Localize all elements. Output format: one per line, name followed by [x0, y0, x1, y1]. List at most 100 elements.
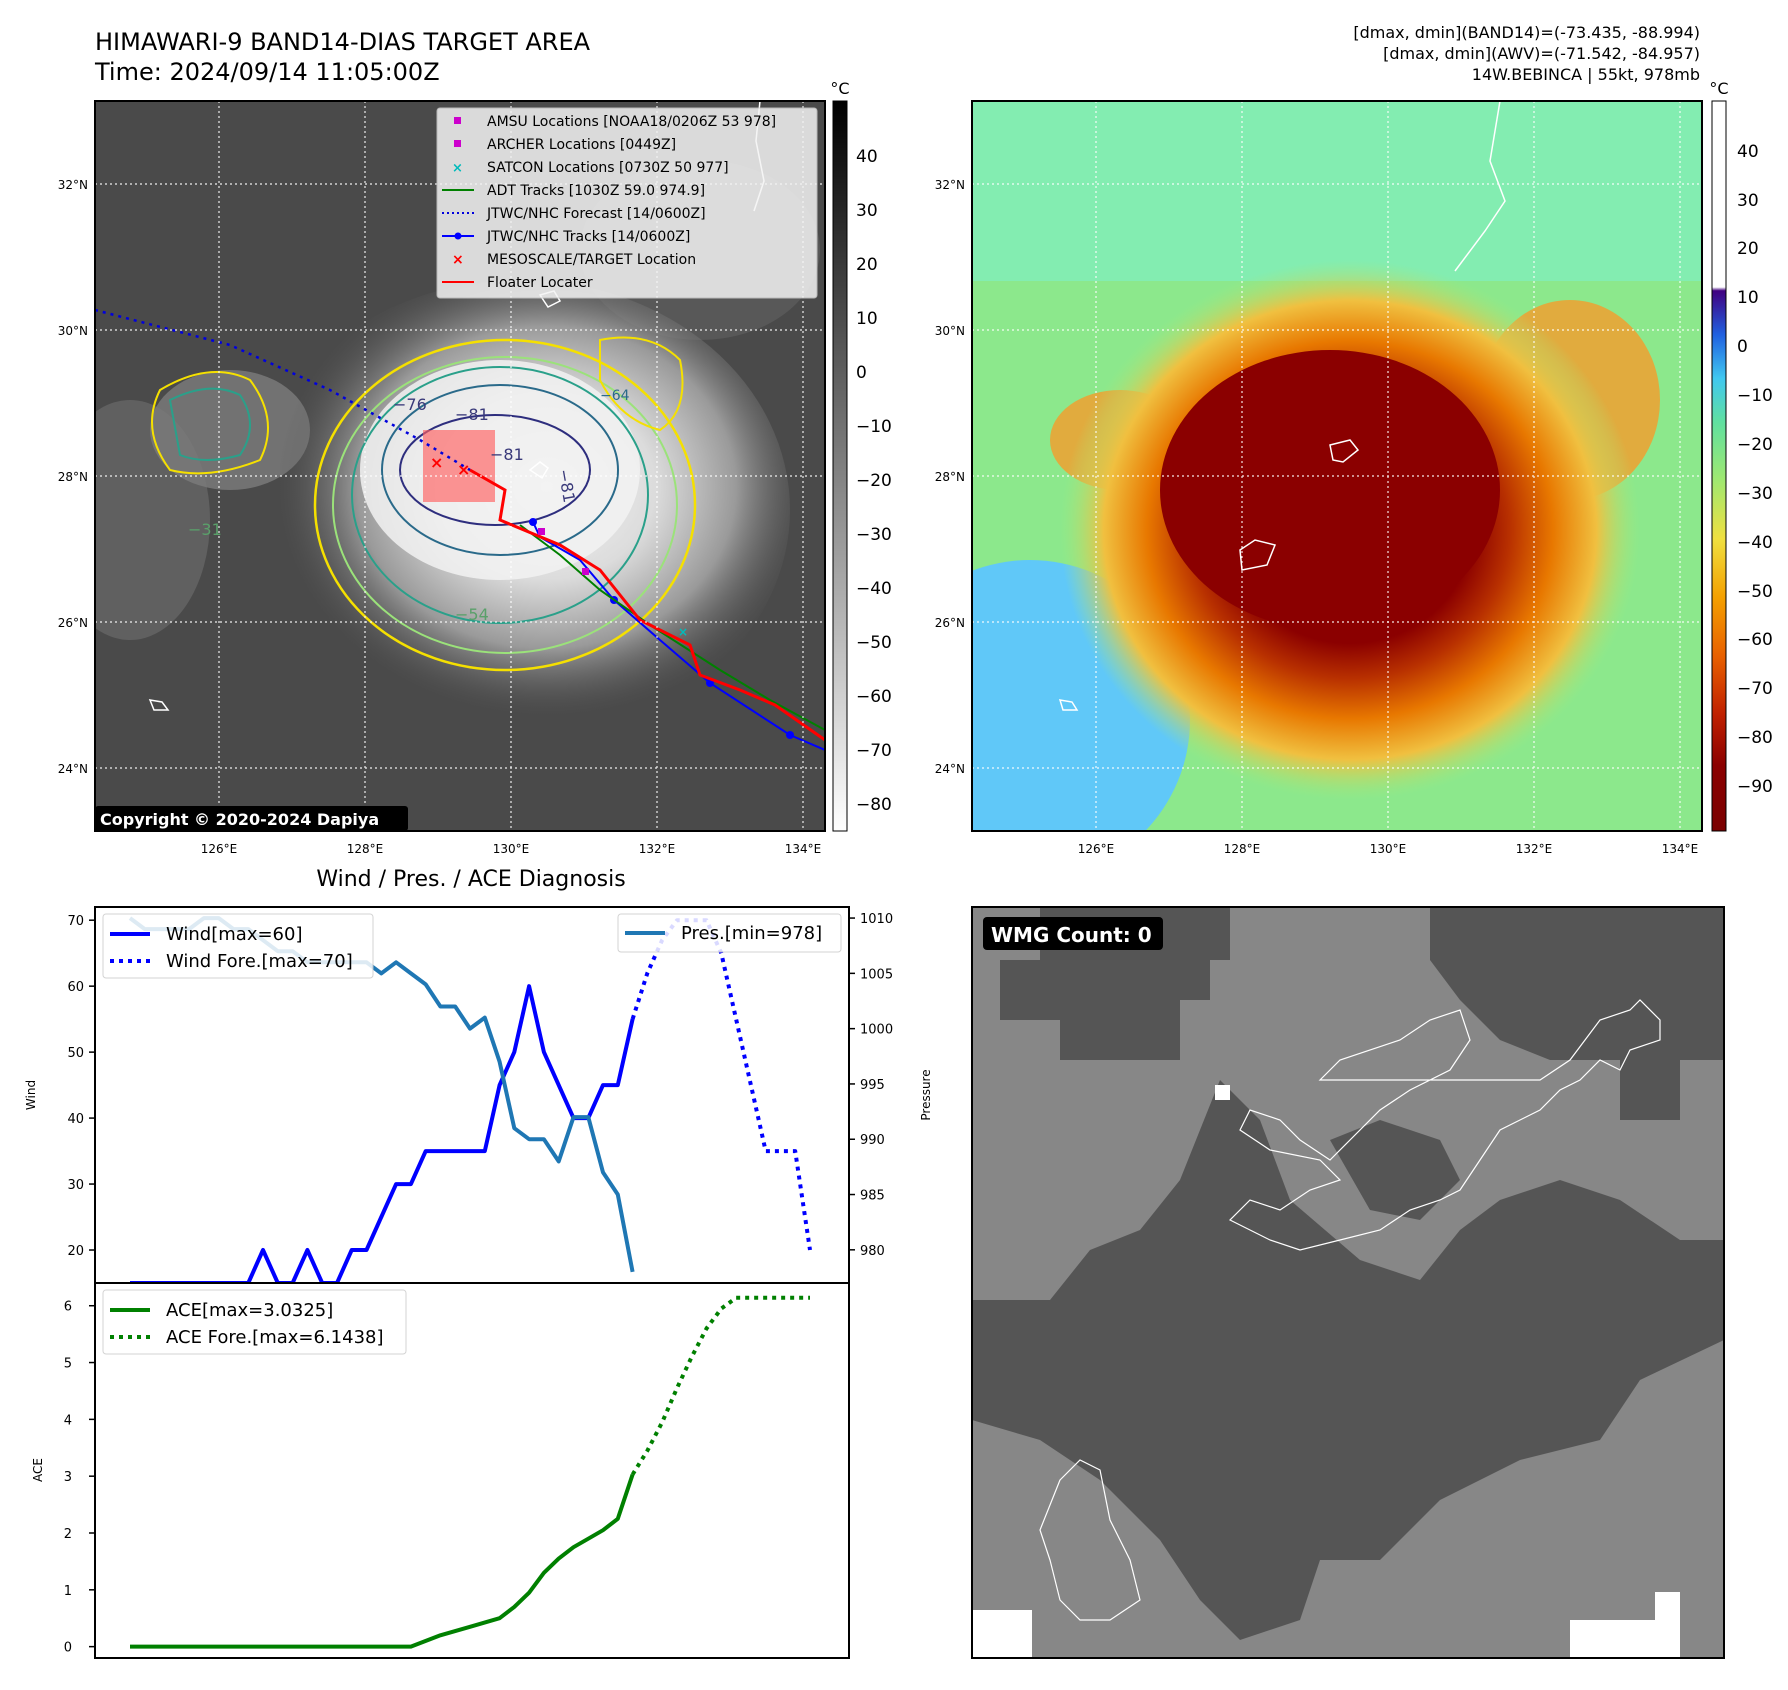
- legend-wind-forecast: Wind Fore.[max=70]: [166, 951, 353, 972]
- col-lon-label: 128°E: [1224, 842, 1261, 856]
- ir-lon-label: 128°E: [347, 842, 384, 856]
- pressure-ytick-label: 1005: [860, 967, 893, 982]
- band14-dmax-dmin: [dmax, dmin](BAND14)=(-73.435, -88.994): [1353, 23, 1700, 42]
- wind-ytick-label: 70: [67, 914, 84, 929]
- ace-line: [130, 1473, 635, 1649]
- legend-target: MESOSCALE/TARGET Location: [487, 252, 696, 268]
- target-marker-2: ×: [457, 460, 470, 479]
- floater-locater-track: [469, 468, 825, 742]
- ace-legend: ACE[max=3.0325] ACE Fore.[max=6.1438]: [102, 1289, 407, 1355]
- svg-text:−60: −60: [856, 687, 892, 707]
- wind-axis-label: Wind: [24, 1080, 38, 1110]
- wind-ytick-label: 20: [67, 1244, 84, 1259]
- col-lat-label: 26°N: [935, 616, 965, 630]
- jtwc-forecast-track: [95, 308, 471, 472]
- ace-axis-label: ACE: [31, 1458, 45, 1482]
- ace-ytick-label: 1: [64, 1584, 72, 1599]
- svg-text:−20: −20: [856, 471, 892, 491]
- ir-map-legend: × × AMSU Locations [NOAA18/0206Z 53 978]…: [436, 107, 818, 299]
- ace-ytick-label: 4: [64, 1413, 72, 1428]
- enhanced-colorbar: °C 40 30 20 10 0 −10 −20 −30 −40 −50 −60…: [1709, 79, 1773, 832]
- contour-label-3: −81: [490, 445, 524, 464]
- legend-archer: ARCHER Locations [0449Z]: [487, 137, 676, 153]
- legend-ace-forecast: ACE Fore.[max=6.1438]: [166, 1327, 384, 1348]
- pressure-ytick-label: 980: [860, 1244, 885, 1259]
- svg-text:−90: −90: [1737, 777, 1773, 797]
- svg-text:−50: −50: [856, 633, 892, 653]
- legend-jtwc-tracks: JTWC/NHC Tracks [14/0600Z]: [486, 229, 690, 245]
- figure-time: Time: 2024/09/14 11:05:00Z: [94, 58, 440, 86]
- svg-text:−30: −30: [1737, 484, 1773, 504]
- svg-text:−50: −50: [1737, 582, 1773, 602]
- legend-ace: ACE[max=3.0325]: [166, 1300, 333, 1321]
- ir-lat-label: 30°N: [58, 324, 88, 338]
- archer-location-marker: [582, 568, 589, 575]
- ace-ytick-label: 5: [64, 1357, 72, 1372]
- ace-ytick-label: 2: [64, 1527, 72, 1542]
- col-lat-label: 24°N: [935, 762, 965, 776]
- svg-text:−70: −70: [856, 741, 892, 761]
- svg-text:10: 10: [856, 309, 878, 329]
- ir-lat-label: 28°N: [58, 470, 88, 484]
- pressure-ytick-label: 995: [860, 1078, 885, 1093]
- awv-dmax-dmin: [dmax, dmin](AWV)=(-71.542, -84.957): [1383, 44, 1700, 63]
- svg-text:−40: −40: [856, 579, 892, 599]
- wmg-count-badge: [983, 917, 1163, 950]
- svg-text:40: 40: [1737, 142, 1759, 162]
- svg-text:10: 10: [1737, 288, 1759, 308]
- svg-text:30: 30: [1737, 191, 1759, 211]
- svg-text:30: 30: [856, 201, 878, 221]
- legend-satcon: SATCON Locations [0730Z 50 977]: [487, 160, 729, 176]
- wind-legend: Wind[max=60] Wind Fore.[max=70]: [102, 913, 374, 979]
- wind-ytick-label: 40: [67, 1112, 84, 1127]
- target-area-box: [423, 430, 495, 502]
- ace-ytick-label: 6: [64, 1300, 72, 1315]
- svg-text:0: 0: [1737, 337, 1748, 357]
- svg-text:−20: −20: [1737, 435, 1773, 455]
- svg-text:°C: °C: [830, 79, 849, 98]
- col-lat-label: 28°N: [935, 470, 965, 484]
- wind-ytick-label: 50: [67, 1046, 84, 1061]
- col-lon-label: 126°E: [1078, 842, 1115, 856]
- legend-floater: Floater Locater: [487, 275, 593, 291]
- wind-ytick-label: 60: [67, 980, 84, 995]
- ir-lat-label: 32°N: [58, 178, 88, 192]
- col-lon-label: 134°E: [1662, 842, 1699, 856]
- pressure-ytick-label: 985: [860, 1189, 885, 1204]
- svg-text:−10: −10: [1737, 386, 1773, 406]
- svg-text:−40: −40: [1737, 533, 1773, 553]
- ir-lon-label: 132°E: [639, 842, 676, 856]
- amsu-location-marker: [538, 528, 545, 535]
- contour-label-7: −54: [455, 605, 489, 624]
- legend-adt: ADT Tracks [1030Z 59.0 974.9]: [487, 183, 705, 199]
- svg-text:−70: −70: [1737, 679, 1773, 699]
- contour-label-5: −64: [600, 388, 630, 404]
- pressure-ytick-label: 1010: [860, 912, 893, 927]
- svg-text:0: 0: [856, 363, 867, 383]
- ace-ytick-label: 0: [64, 1641, 72, 1656]
- ir-lat-label: 24°N: [58, 762, 88, 776]
- ir-lon-label: 134°E: [785, 842, 822, 856]
- ir-colorbar: °C 40 30 20 10 0 −10 −20 −30 −40 −50 −60…: [830, 79, 892, 832]
- figure-title: HIMAWARI-9 BAND14-DIAS TARGET AREA: [95, 28, 591, 56]
- wind-pressure-chart: Wind / Pres. / ACE Diagnosis Wind Pressu…: [24, 867, 933, 1285]
- contour-label-6: −31: [188, 520, 222, 539]
- copyright-text: Copyright © 2020-2024 Dapiya: [100, 810, 379, 829]
- legend-jtwc-forecast: JTWC/NHC Forecast [14/0600Z]: [486, 206, 706, 222]
- wmg-count-label: WMG Count: 0: [991, 923, 1152, 947]
- legend-amsu: AMSU Locations [NOAA18/0206Z 53 978]: [487, 114, 776, 130]
- enhanced-ir-panel: 32°N 30°N 28°N 26°N 24°N 126°E 128°E 130…: [935, 79, 1773, 856]
- col-lat-label: 32°N: [935, 178, 965, 192]
- diagnosis-title: Wind / Pres. / ACE Diagnosis: [316, 867, 625, 892]
- target-marker-1: ×: [430, 453, 443, 472]
- wind-ytick-label: 30: [67, 1178, 84, 1193]
- contour-label-1: −76: [393, 395, 427, 414]
- pressure-ytick-label: 1000: [860, 1023, 893, 1038]
- svg-text:−80: −80: [856, 795, 892, 815]
- svg-text:×: ×: [452, 252, 464, 268]
- svg-text:−10: −10: [856, 417, 892, 437]
- legend-wind: Wind[max=60]: [166, 924, 303, 945]
- ir-lat-label: 26°N: [58, 616, 88, 630]
- ace-ytick-label: 3: [64, 1470, 72, 1485]
- legend-pressure: Pres.[min=978]: [681, 923, 822, 944]
